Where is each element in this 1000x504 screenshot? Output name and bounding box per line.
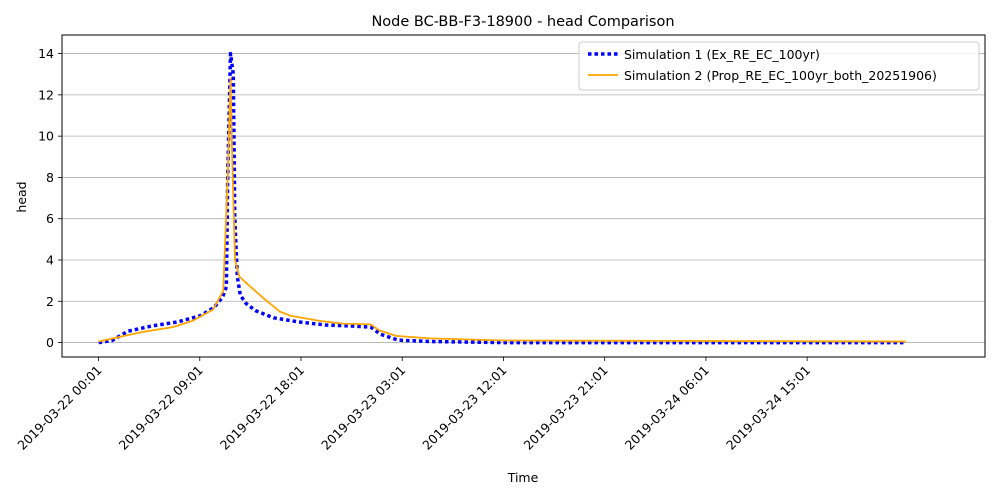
series-line-2 [98, 77, 906, 343]
y-tick-label: 8 [46, 170, 54, 185]
x-tick-label: 2019-03-24 06:01 [622, 363, 712, 453]
x-tick-label: 2019-03-24 15:01 [723, 363, 813, 453]
y-tick-label: 14 [38, 46, 54, 61]
x-tick-label: 2019-03-22 00:01 [14, 363, 104, 453]
legend-label-series-2: Simulation 2 (Prop_RE_EC_100yr_both_2025… [624, 68, 937, 83]
y-axis-label: head [14, 181, 29, 212]
x-tick-label: 2019-03-22 09:01 [116, 363, 206, 453]
legend-label-series-1: Simulation 1 (Ex_RE_EC_100yr) [624, 47, 820, 62]
x-tick-label: 2019-03-23 03:01 [318, 363, 408, 453]
grid-layer [62, 53, 985, 343]
x-tick-label: 2019-03-22 18:01 [217, 363, 307, 453]
y-tick-label: 12 [38, 87, 54, 102]
y-tick-label: 4 [46, 252, 54, 267]
series-layer [98, 51, 906, 345]
x-tick-label: 2019-03-23 21:01 [521, 363, 611, 453]
legend: Simulation 1 (Ex_RE_EC_100yr) Simulation… [578, 41, 980, 91]
series-line-1 [98, 51, 906, 345]
plot-frame [61, 34, 986, 358]
y-tick-label: 10 [38, 129, 54, 144]
x-axis-label: Time [507, 470, 539, 485]
y-tick-label: 6 [46, 211, 54, 226]
x-tick-label: 2019-03-23 12:01 [419, 363, 509, 453]
legend-box [578, 41, 980, 91]
y-tick-label: 2 [46, 294, 54, 309]
x-axis: 2019-03-22 00:01 2019-03-22 09:01 2019-03-… [14, 357, 813, 453]
y-tick-label: 0 [46, 335, 54, 350]
y-axis: 0 2 4 6 8 10 12 14 [38, 46, 62, 350]
chart-title: Node BC-BB-F3-18900 - head Comparison [371, 14, 674, 30]
